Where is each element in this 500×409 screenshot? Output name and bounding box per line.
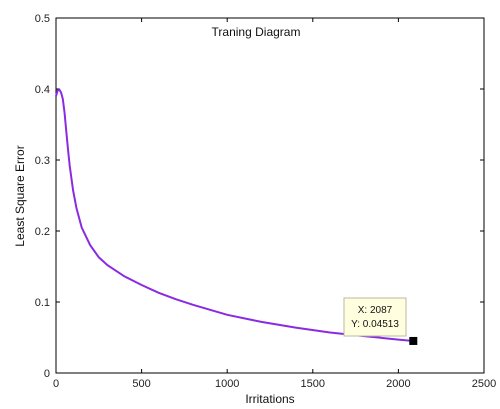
x-tick-label: 500 — [132, 378, 150, 390]
data-tip-marker[interactable] — [409, 336, 418, 345]
x-tick-label: 2500 — [472, 378, 496, 390]
series-line — [55, 88, 414, 342]
y-tick-label: 0.5 — [35, 13, 50, 25]
y-tick-label: 0.2 — [35, 226, 50, 238]
y-tick-label: 0.1 — [35, 297, 50, 309]
data-tip[interactable]: X: 2087 Y: 0.04513 — [343, 297, 418, 345]
x-tick-label: 2000 — [386, 378, 410, 390]
y-axis-label: Least Square Error — [13, 145, 27, 246]
x-tick-label: 1500 — [301, 378, 325, 390]
y-tick-label: 0.4 — [35, 84, 50, 96]
chart-title: Traning Diagram — [212, 25, 301, 39]
x-axis-label: Irritations — [245, 392, 294, 406]
x-axis-ticks: 0 500 1000 1500 2000 2500 — [53, 18, 496, 390]
data-tip-y: Y: 0.04513 — [351, 319, 399, 330]
y-tick-label: 0 — [44, 368, 50, 380]
plot-area-frame — [55, 17, 485, 374]
x-tick-label: 0 — [53, 378, 59, 390]
data-tip-x: X: 2087 — [358, 305, 393, 316]
y-tick-label: 0.3 — [35, 155, 50, 167]
y-axis-ticks: 0 0.1 0.2 0.3 0.4 0.5 — [35, 13, 484, 380]
x-tick-label: 1000 — [215, 378, 239, 390]
data-tip-box — [343, 297, 407, 337]
